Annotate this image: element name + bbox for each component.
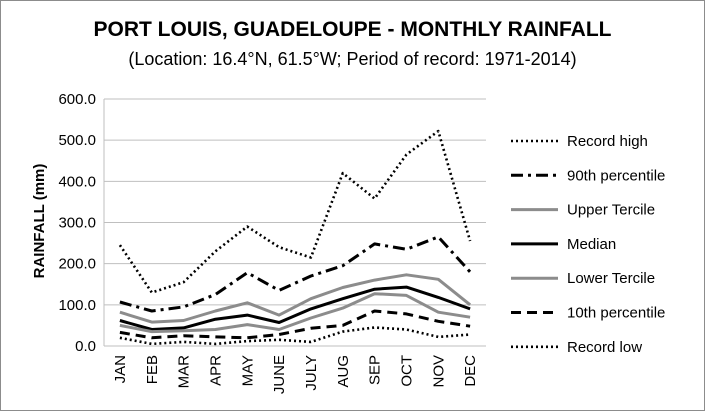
series-line-median [119,285,471,331]
chart-subtitle: (Location: 16.4°N, 61.5°W; Period of rec… [128,49,577,69]
legend-label: Upper Tercile [567,202,655,219]
x-tick-label: MAY [239,355,256,386]
y-tick-label: 400.0 [58,173,96,190]
legend: Record high 90th percentile Upper Tercile M… [511,133,665,356]
series-line-record-low [119,326,471,346]
legend-label: 10th percentile [567,305,665,322]
series-line-lower-tercile [119,292,471,334]
series-line-upper-tercile [119,273,472,324]
legend-label: 90th percentile [567,167,665,184]
series-line-90th-percentile [119,235,472,313]
y-axis-label: RAINFALL (mm) [31,164,48,279]
series-line-10th-percentile [119,309,471,340]
y-axis-ticks: 0.0 100.0 200.0 300.0 400.0 500.0 600.0 [58,91,96,355]
x-tick-label: AUG [335,355,352,388]
legend-label: Lower Tercile [567,270,655,287]
x-tick-label: SEP [367,355,384,385]
x-tick-label: JUNE [271,355,288,394]
series-line-record-high [118,129,472,294]
legend-label: Median [567,236,616,253]
y-tick-label: 200.0 [58,256,96,273]
y-tick-label: 500.0 [58,132,96,149]
x-tick-label: FEB [144,355,161,384]
chart-title: PORT LOUIS, GUADELOUPE - MONTHLY RAINFAL… [93,18,612,41]
x-tick-label: MAR [176,355,193,389]
x-tick-label: JULY [303,355,320,391]
y-tick-label: 300.0 [58,215,96,232]
x-tick-label: OCT [398,355,415,387]
legend-label: Record high [567,133,648,150]
gridlines [103,98,486,347]
x-axis-ticks: JAN FEB MAR APR MAY JUNE JULY AUG SEP OCT NOV DEC [112,355,479,394]
series-lines [118,129,472,346]
legend-label: Record low [567,339,642,356]
y-tick-label: 600.0 [58,91,96,108]
x-tick-label: DEC [462,355,479,387]
x-tick-label: JAN [112,355,129,383]
x-tick-label: APR [207,355,224,386]
y-tick-label: 0.0 [75,338,96,355]
y-tick-label: 100.0 [58,297,96,314]
x-tick-label: NOV [430,355,447,388]
